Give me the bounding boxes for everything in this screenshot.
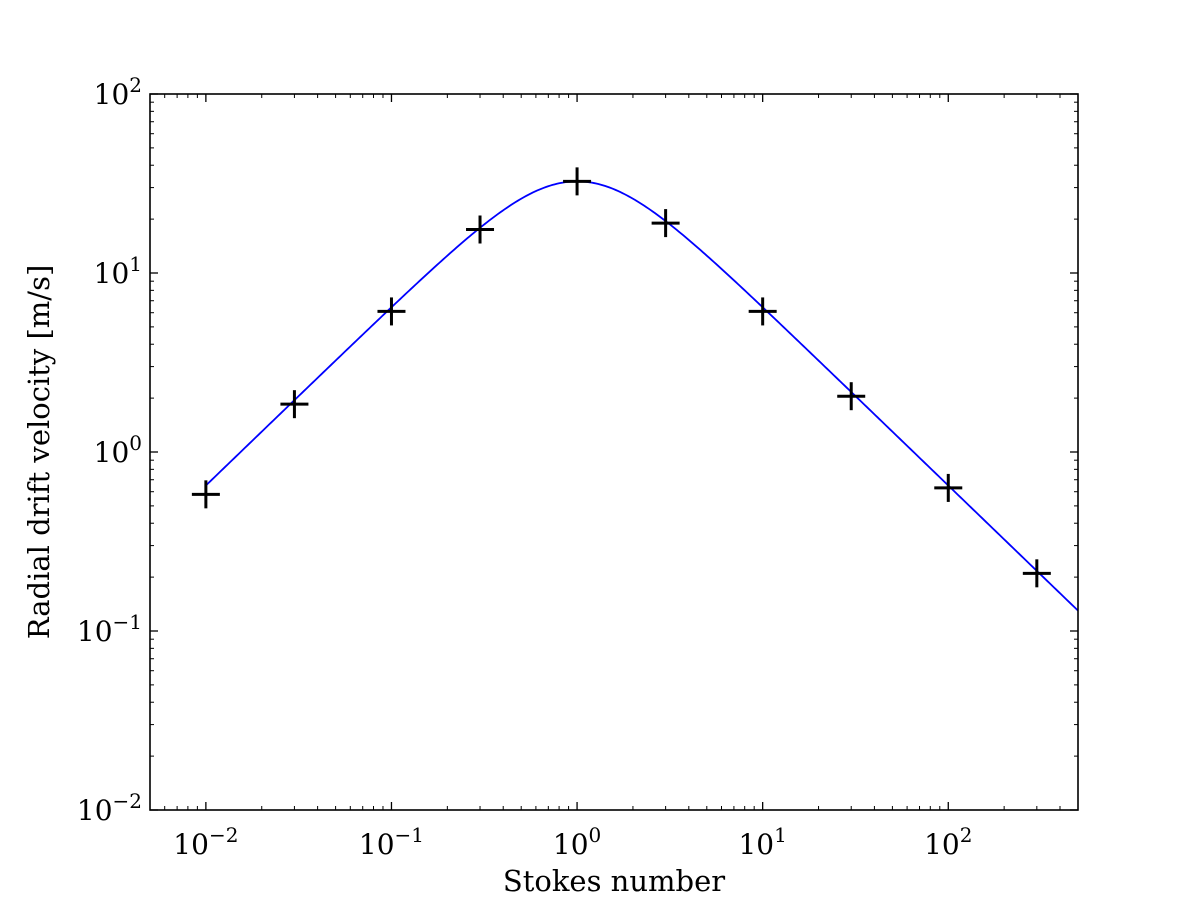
data-point-marker [837,382,866,411]
data-point-marker [377,297,406,326]
curve-layer [205,180,1079,612]
data-point-marker [651,209,680,238]
x-tick-labels: 10−2 10−1 100 101 102 [173,823,972,861]
y-tick-label: 10−2 [77,789,142,827]
y-tick-label: 100 [94,431,142,469]
marker-layer [191,167,1051,588]
data-point-marker [191,480,220,509]
y-tick-label: 101 [94,252,142,290]
y-tick-label: 10−1 [77,610,142,648]
data-point-marker [934,473,963,502]
x-tick-label: 101 [738,823,786,861]
data-point-marker [1022,559,1051,588]
data-point-marker [748,297,777,326]
data-point-marker [563,167,592,196]
y-axis-label: Radial drift velocity [m/s] [22,265,56,640]
x-axis-label: Stokes number [503,864,725,898]
x-tick-label: 102 [924,823,972,861]
plot-frame [149,93,1079,811]
y-tick-labels: 10−2 10−1 100 101 102 [77,73,142,827]
fit-curve-line [205,180,1079,612]
y-tick-label: 102 [94,73,142,111]
x-tick-label: 10−1 [359,823,424,861]
data-point-marker [466,215,495,244]
x-tick-label: 100 [553,823,601,861]
data-point-marker [280,390,309,419]
x-tick-label: 10−2 [173,823,238,861]
